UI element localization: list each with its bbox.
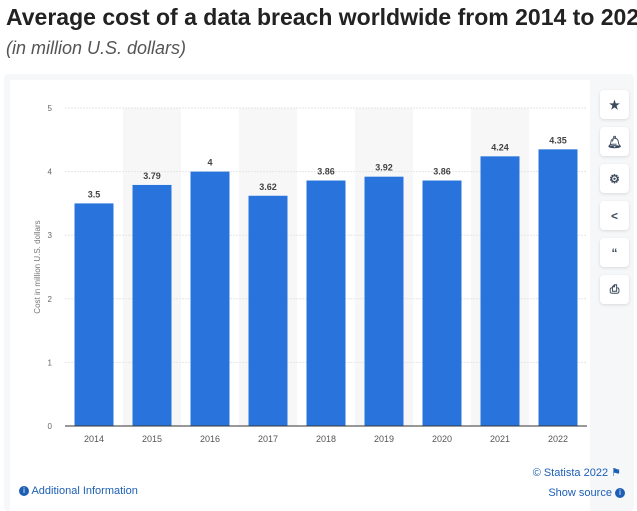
y-tick-label: 0: [48, 422, 53, 431]
x-tick-label: 2019: [374, 434, 394, 444]
bar: [538, 149, 578, 426]
bar: [306, 180, 346, 426]
y-tick-label: 5: [48, 104, 53, 113]
share-icon[interactable]: <: [600, 201, 629, 230]
bar: [422, 180, 462, 426]
data-label: 3.79: [143, 171, 161, 181]
data-label: 3.86: [433, 167, 451, 177]
x-tick-label: 2018: [316, 434, 336, 444]
bell-icon[interactable]: 🔔︎: [600, 127, 629, 156]
flag-icon: ⚑: [611, 467, 621, 479]
y-tick-label: 1: [48, 358, 53, 367]
x-tick-label: 2021: [490, 434, 510, 444]
data-label: 3.86: [317, 167, 335, 177]
star-icon[interactable]: ★: [600, 90, 629, 119]
x-tick-label: 2017: [258, 434, 278, 444]
x-tick-label: 2022: [548, 434, 568, 444]
y-tick-label: 2: [48, 295, 53, 304]
x-tick-label: 2020: [432, 434, 452, 444]
data-label: 3.92: [375, 163, 393, 173]
chart-subtitle: (in million U.S. dollars): [6, 38, 187, 58]
additional-information-link[interactable]: i Additional Information: [19, 485, 138, 497]
source-info-icon: i: [615, 488, 625, 499]
x-tick-label: 2014: [84, 434, 104, 444]
show-source-label: Show source: [548, 487, 612, 499]
x-tick-label: 2015: [142, 434, 162, 444]
quote-icon[interactable]: “: [600, 238, 629, 267]
bar: [248, 195, 288, 426]
y-tick-label: 3: [48, 231, 53, 240]
bar: [480, 156, 520, 426]
x-tick-label: 2016: [200, 434, 220, 444]
bar: [132, 184, 172, 426]
bar: [190, 171, 230, 426]
data-label: 3.5: [88, 189, 101, 199]
additional-information-label: Additional Information: [31, 485, 138, 497]
chart-title: Average cost of a data breach worldwide …: [6, 4, 637, 30]
info-icon: i: [19, 486, 29, 497]
print-icon[interactable]: ⎙: [600, 275, 629, 304]
bar: [74, 203, 114, 426]
statista-copyright-link[interactable]: © Statista 2022 ⚑: [533, 466, 621, 479]
data-label: 4: [207, 158, 212, 168]
show-source-link[interactable]: Show source i: [548, 487, 625, 499]
gear-icon[interactable]: ⚙: [600, 164, 629, 193]
y-tick-label: 4: [48, 168, 53, 177]
y-axis-label: Cost in million U.S. dollars: [33, 220, 42, 313]
copyright-label: © Statista 2022: [532, 467, 609, 479]
data-label: 3.62: [259, 182, 277, 192]
data-label: 4.24: [491, 142, 509, 152]
data-label: 4.35: [549, 135, 567, 145]
bar: [364, 176, 404, 426]
